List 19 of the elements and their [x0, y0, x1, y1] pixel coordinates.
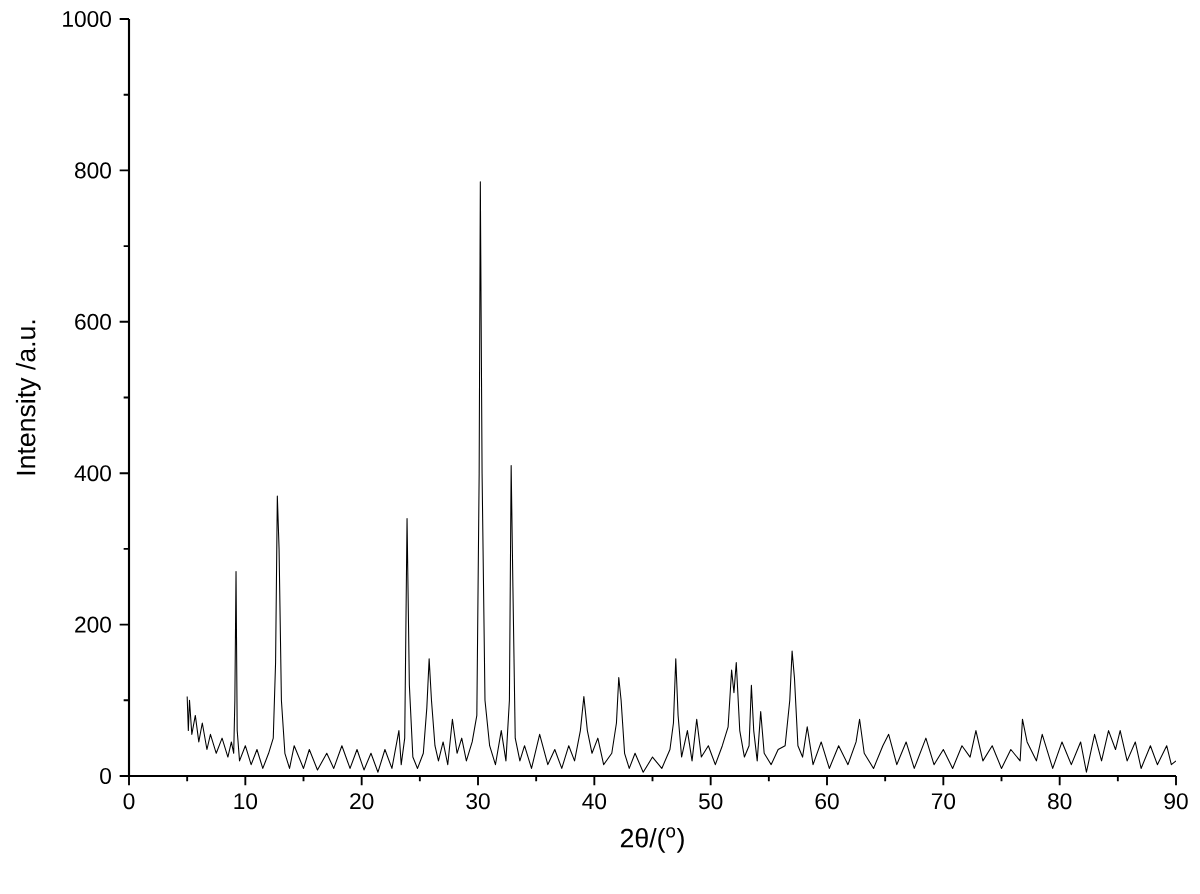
x-tick-label: 0: [123, 793, 135, 810]
y-tick-label: 200: [75, 616, 111, 633]
y-axis-title: Intensity /a.u.: [15, 320, 41, 475]
line-series: [186, 181, 1177, 773]
x-tick-label: 80: [1048, 793, 1072, 810]
x-tick-label: 30: [466, 793, 490, 810]
x-tick-label: 90: [1164, 793, 1188, 810]
y-tick-label: 400: [74, 465, 111, 482]
x-axis-title: 2θ/($^{o}$): [620, 827, 684, 853]
y-tick-label: 0: [100, 767, 111, 785]
y-tick-label: 1000: [63, 10, 111, 28]
y-tick-label: 600: [75, 313, 111, 330]
x-tick-label: 50: [698, 793, 723, 810]
x-tick-label: 70: [931, 793, 956, 810]
x-tick-label: 60: [815, 793, 839, 810]
x-tick-label: 20: [350, 793, 374, 810]
y-tick-label: 800: [75, 162, 111, 179]
x-tick-label: 40: [582, 793, 607, 810]
x-tick-label: 10: [234, 793, 258, 810]
